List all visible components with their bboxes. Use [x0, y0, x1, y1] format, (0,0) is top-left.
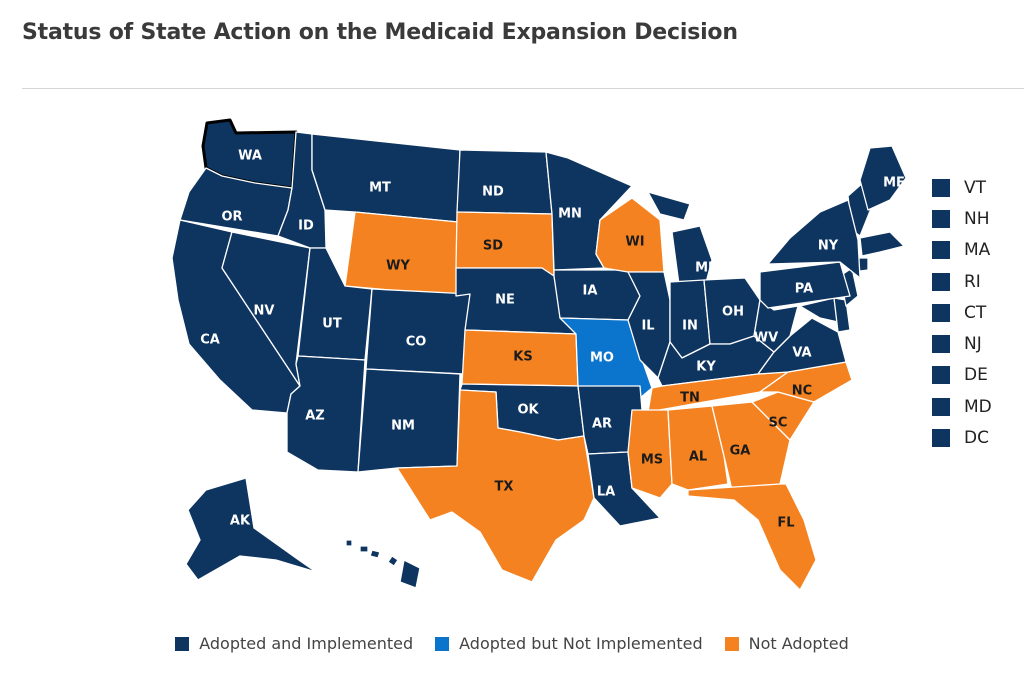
state-ak[interactable]	[185, 477, 317, 581]
northeast-region-3[interactable]	[859, 231, 905, 257]
state-label-al: AL	[689, 450, 707, 465]
state-label-co: CO	[406, 335, 427, 350]
small-state-swatch	[932, 272, 950, 291]
state-label-az: AZ	[305, 409, 325, 424]
state-label-nv: NV	[254, 304, 275, 319]
state-label-id: ID	[298, 219, 314, 234]
state-label-wy: WY	[386, 259, 410, 274]
state-label-mi: MI	[695, 261, 713, 276]
small-state-swatch	[932, 335, 950, 354]
legend: Adopted and Implemented Adopted but Not I…	[0, 634, 1024, 653]
state-label-va: VA	[792, 346, 811, 361]
state-me[interactable]	[859, 145, 907, 211]
state-label-ne: NE	[495, 293, 515, 308]
state-label-ak: AK	[230, 514, 251, 529]
small-state-swatch	[932, 209, 950, 228]
state-label-wa: WA	[238, 149, 262, 164]
state-hi[interactable]	[345, 539, 421, 589]
state-label-or: OR	[221, 210, 242, 225]
legend-item[interactable]: Not Adopted	[724, 634, 849, 653]
state-label-mn: MN	[558, 207, 582, 222]
state-label-la: LA	[597, 485, 615, 500]
state-ny[interactable]	[767, 199, 861, 279]
state-label-ms: MS	[641, 453, 663, 468]
legend-item[interactable]: Adopted and Implemented	[175, 634, 413, 653]
state-label-ga: GA	[730, 444, 751, 459]
state-fl[interactable]	[687, 483, 817, 591]
state-label-sc: SC	[769, 416, 788, 431]
small-state-label: MA	[964, 240, 991, 261]
state-label-fl: FL	[777, 516, 794, 531]
state-label-il: IL	[641, 319, 654, 334]
state-label-sd: SD	[483, 239, 503, 254]
legend-label: Adopted but Not Implemented	[459, 634, 703, 653]
small-state-label: RI	[964, 271, 981, 292]
small-state-ct[interactable]: CT	[932, 297, 992, 328]
state-az[interactable]	[286, 355, 366, 473]
small-state-label: NJ	[964, 334, 982, 355]
small-state-swatch	[932, 429, 950, 448]
state-label-nm: NM	[391, 419, 415, 434]
state-label-ky: KY	[696, 360, 716, 375]
small-state-label: DC	[964, 428, 989, 449]
state-label-hi: HI	[366, 565, 382, 580]
title-divider	[22, 88, 1024, 89]
state-label-oh: OH	[722, 305, 744, 320]
small-state-swatch	[932, 241, 950, 260]
small-state-nh[interactable]: NH	[932, 203, 992, 234]
state-nd[interactable]	[456, 149, 553, 215]
state-label-pa: PA	[795, 282, 813, 297]
state-label-nd: ND	[482, 185, 504, 200]
small-state-swatch	[932, 303, 950, 322]
small-state-nj[interactable]: NJ	[932, 328, 992, 359]
state-sd[interactable]	[455, 211, 555, 277]
small-state-label: CT	[964, 302, 987, 323]
small-state-label: VT	[964, 177, 987, 198]
legend-swatch	[724, 636, 739, 651]
state-label-ut: UT	[322, 317, 342, 332]
page-title: Status of State Action on the Medicaid E…	[22, 20, 738, 45]
state-label-tx: TX	[495, 480, 514, 495]
state-label-mo: MO	[590, 351, 614, 366]
state-wy[interactable]	[344, 211, 459, 297]
legend-swatch	[435, 636, 450, 651]
small-state-ma[interactable]: MA	[932, 235, 992, 266]
small-state-dc[interactable]: DC	[932, 422, 992, 453]
state-pa[interactable]	[759, 261, 851, 309]
legend-label: Not Adopted	[748, 634, 849, 653]
state-mt[interactable]	[311, 133, 461, 223]
state-label-ks: KS	[513, 350, 532, 365]
state-label-ar: AR	[592, 417, 612, 432]
state-label-wi: WI	[625, 235, 644, 250]
legend-item[interactable]: Adopted but Not Implemented	[435, 634, 703, 653]
legend-label: Adopted and Implemented	[199, 634, 414, 653]
small-state-swatch	[932, 178, 950, 197]
legend-swatch	[175, 636, 190, 651]
small-state-ri[interactable]: RI	[932, 266, 992, 297]
small-state-label: NH	[964, 208, 990, 229]
state-label-me: ME	[883, 176, 905, 191]
state-tx[interactable]	[396, 389, 595, 583]
state-label-wv: WV	[754, 331, 778, 346]
state-label-ny: NY	[818, 239, 839, 254]
state-label-nc: NC	[792, 384, 812, 399]
small-state-swatch	[932, 366, 950, 385]
state-label-ia: IA	[583, 284, 598, 299]
state-label-ok: OK	[517, 403, 539, 418]
state-label-tn: TN	[680, 391, 700, 406]
small-state-label: MD	[964, 396, 992, 417]
small-state-label: DE	[964, 365, 988, 386]
state-co[interactable]	[365, 288, 471, 375]
small-state-md[interactable]: MD	[932, 391, 992, 422]
state-label-in: IN	[682, 319, 698, 334]
small-state-vt[interactable]: VT	[932, 172, 992, 203]
small-states-list: VT NH MA RI CT NJ DE MD DC	[932, 172, 992, 454]
small-state-swatch	[932, 397, 950, 416]
state-label-ca: CA	[200, 333, 220, 348]
small-state-de[interactable]: DE	[932, 360, 992, 391]
state-label-mt: MT	[369, 181, 391, 196]
